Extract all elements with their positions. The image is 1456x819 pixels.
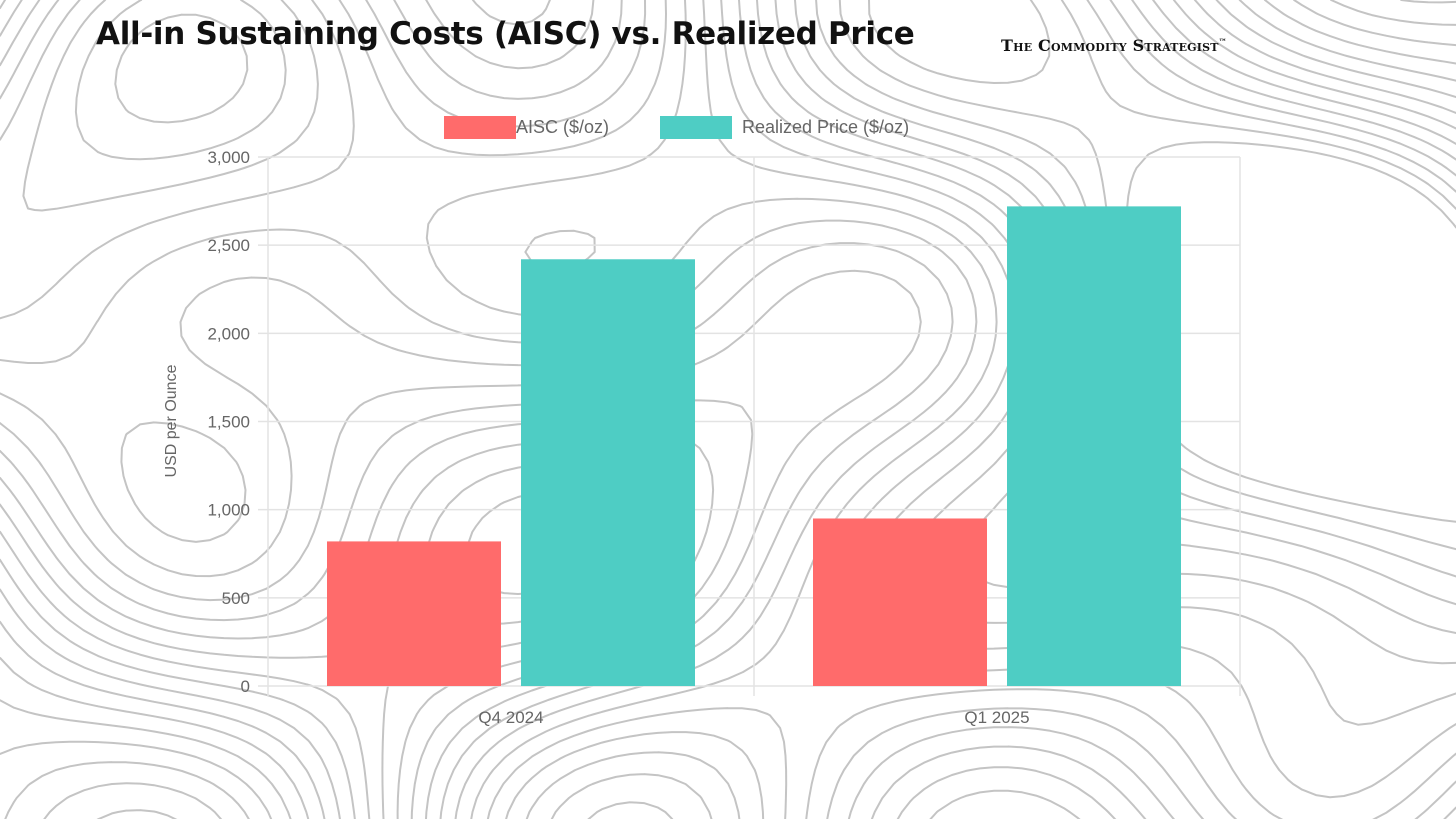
x-tick-label: Q4 2024 (478, 708, 543, 727)
bars (327, 206, 1181, 686)
y-tick-label: 3,000 (207, 148, 250, 167)
y-tick-label: 1,500 (207, 413, 250, 432)
legend-swatch (660, 116, 732, 139)
y-tick-label: 0 (241, 677, 250, 696)
brand-name: The Commodity Strategist (1001, 36, 1219, 55)
y-tick-label: 2,000 (207, 324, 250, 343)
bar-realized-price (1007, 206, 1181, 686)
brand-trademark: ™ (1218, 36, 1227, 47)
y-tick-label: 1,000 (207, 501, 250, 520)
y-tick-label: 500 (222, 589, 250, 608)
x-tick-label: Q1 2025 (964, 708, 1029, 727)
bar-aisc (327, 541, 501, 686)
bar-aisc (813, 518, 987, 686)
y-tick-label: 2,500 (207, 236, 250, 255)
bar-realized-price (521, 259, 695, 686)
y-axis-label: USD per Ounce (163, 364, 180, 477)
y-axis-ticks: 0 500 1,000 1,500 2,000 2,500 3,000 (207, 148, 250, 696)
page-title: All-in Sustaining Costs (AISC) vs. Reali… (96, 16, 915, 52)
brand-logo: The Commodity Strategist™ (1001, 36, 1227, 55)
legend-swatch (444, 116, 516, 139)
legend: AISC ($/oz) Realized Price ($/oz) (444, 116, 909, 139)
x-axis-ticks: Q4 2024 Q1 2025 (478, 708, 1029, 727)
legend-label: Realized Price ($/oz) (742, 117, 909, 137)
legend-label: AISC ($/oz) (516, 117, 609, 137)
